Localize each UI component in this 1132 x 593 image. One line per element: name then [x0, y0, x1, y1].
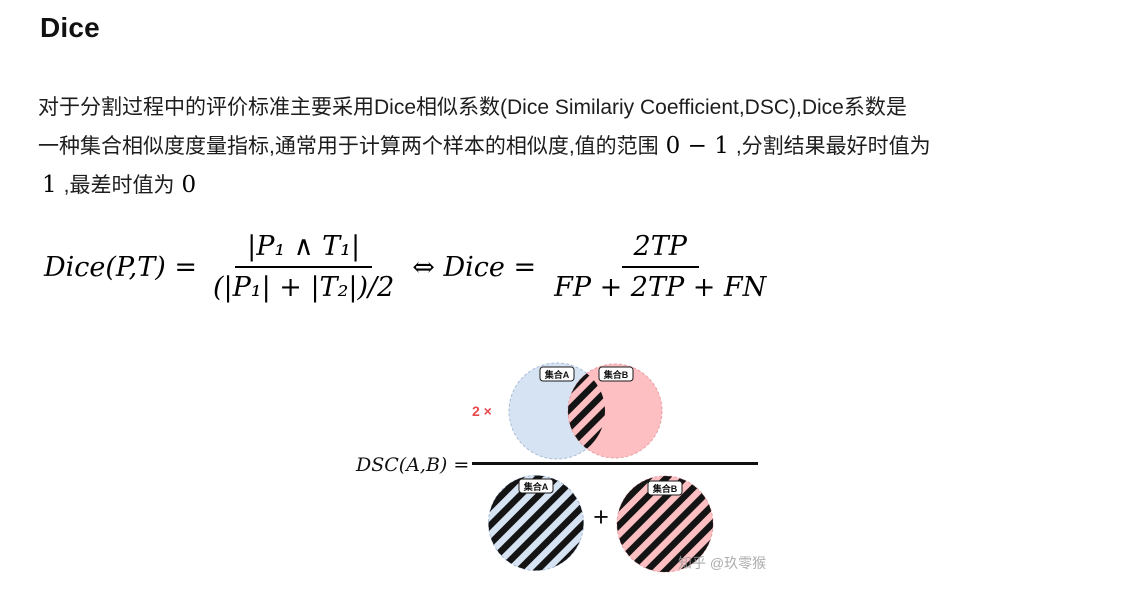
fraction-2-denominator: FP + 2TP + FN [554, 272, 767, 303]
inline-math-range: 0 − 1 [665, 133, 729, 159]
denominator-set-a-tag-text: 集合A [523, 481, 549, 492]
inline-math-zero: 0 [181, 172, 197, 198]
formula-fraction-2: 2TP FP + 2TP + FN [550, 231, 770, 303]
denominator-set-b-tag-text: 集合B [652, 483, 678, 494]
venn-set-b-tag: 集合B [598, 366, 634, 382]
formula-connector: ⇔ Dice = [412, 251, 537, 283]
dsc-venn-diagram-svg: 2 × 集合A 集合B DSC(A,B) = 集合A + 集合B [355, 362, 766, 573]
paragraph-line-1: 对于分割过程中的评价标准主要采用Dice相似系数(Dice Similariy … [38, 88, 1108, 127]
watermark: 知乎 @玖零猴 [678, 555, 766, 571]
multiplier-label: 2 × [472, 403, 492, 419]
denominator-set-a: 集合A [488, 475, 584, 571]
paragraph-text: ,分割结果最好时值为 [735, 135, 931, 158]
formula-lhs: Dice(P,T) = [44, 251, 197, 283]
dsc-venn-diagram: 2 × 集合A 集合B DSC(A,B) = 集合A + 集合B [340, 340, 780, 590]
paragraph-line-3: 1 ,最差时值为 0 [38, 166, 1108, 205]
dsc-formula-lhs: DSC(A,B) = [355, 454, 469, 476]
venn-intersection-hatch [568, 364, 605, 458]
venn-set-b-tag-text: 集合B [603, 369, 629, 380]
page-title: Dice [40, 12, 100, 43]
description-paragraph: 对于分割过程中的评价标准主要采用Dice相似系数(Dice Similariy … [38, 88, 1108, 205]
fraction-bar [472, 462, 758, 465]
paragraph-line-2: 一种集合相似度度量指标,通常用于计算两个样本的相似度,值的范围 0 − 1 ,分割结… [38, 127, 1108, 166]
venn-set-a-tag-text: 集合A [544, 369, 570, 380]
dice-formula: Dice(P,T) = |P₁ ∧ T₁| (|P₁| + |T₂|)/2 ⇔ … [44, 231, 770, 303]
venn-set-a-tag: 集合A [539, 366, 575, 382]
paragraph-text: 对于分割过程中的评价标准主要采用Dice相似系数(Dice Similariy … [38, 96, 907, 119]
denominator-set-b: 集合B [616, 475, 714, 573]
fraction-1-numerator: |P₁ ∧ T₁| [235, 231, 373, 268]
paragraph-text: ,最差时值为 [63, 174, 175, 197]
inline-math-one: 1 [42, 172, 57, 198]
fraction-1-denominator: (|P₁| + |T₂|)/2 [212, 272, 395, 303]
fraction-2-numerator: 2TP [621, 231, 699, 268]
formula-fraction-1: |P₁ ∧ T₁| (|P₁| + |T₂|)/2 [209, 231, 398, 303]
plus-sign: + [593, 502, 609, 532]
paragraph-text: 一种集合相似度度量指标,通常用于计算两个样本的相似度,值的范围 [38, 135, 659, 158]
